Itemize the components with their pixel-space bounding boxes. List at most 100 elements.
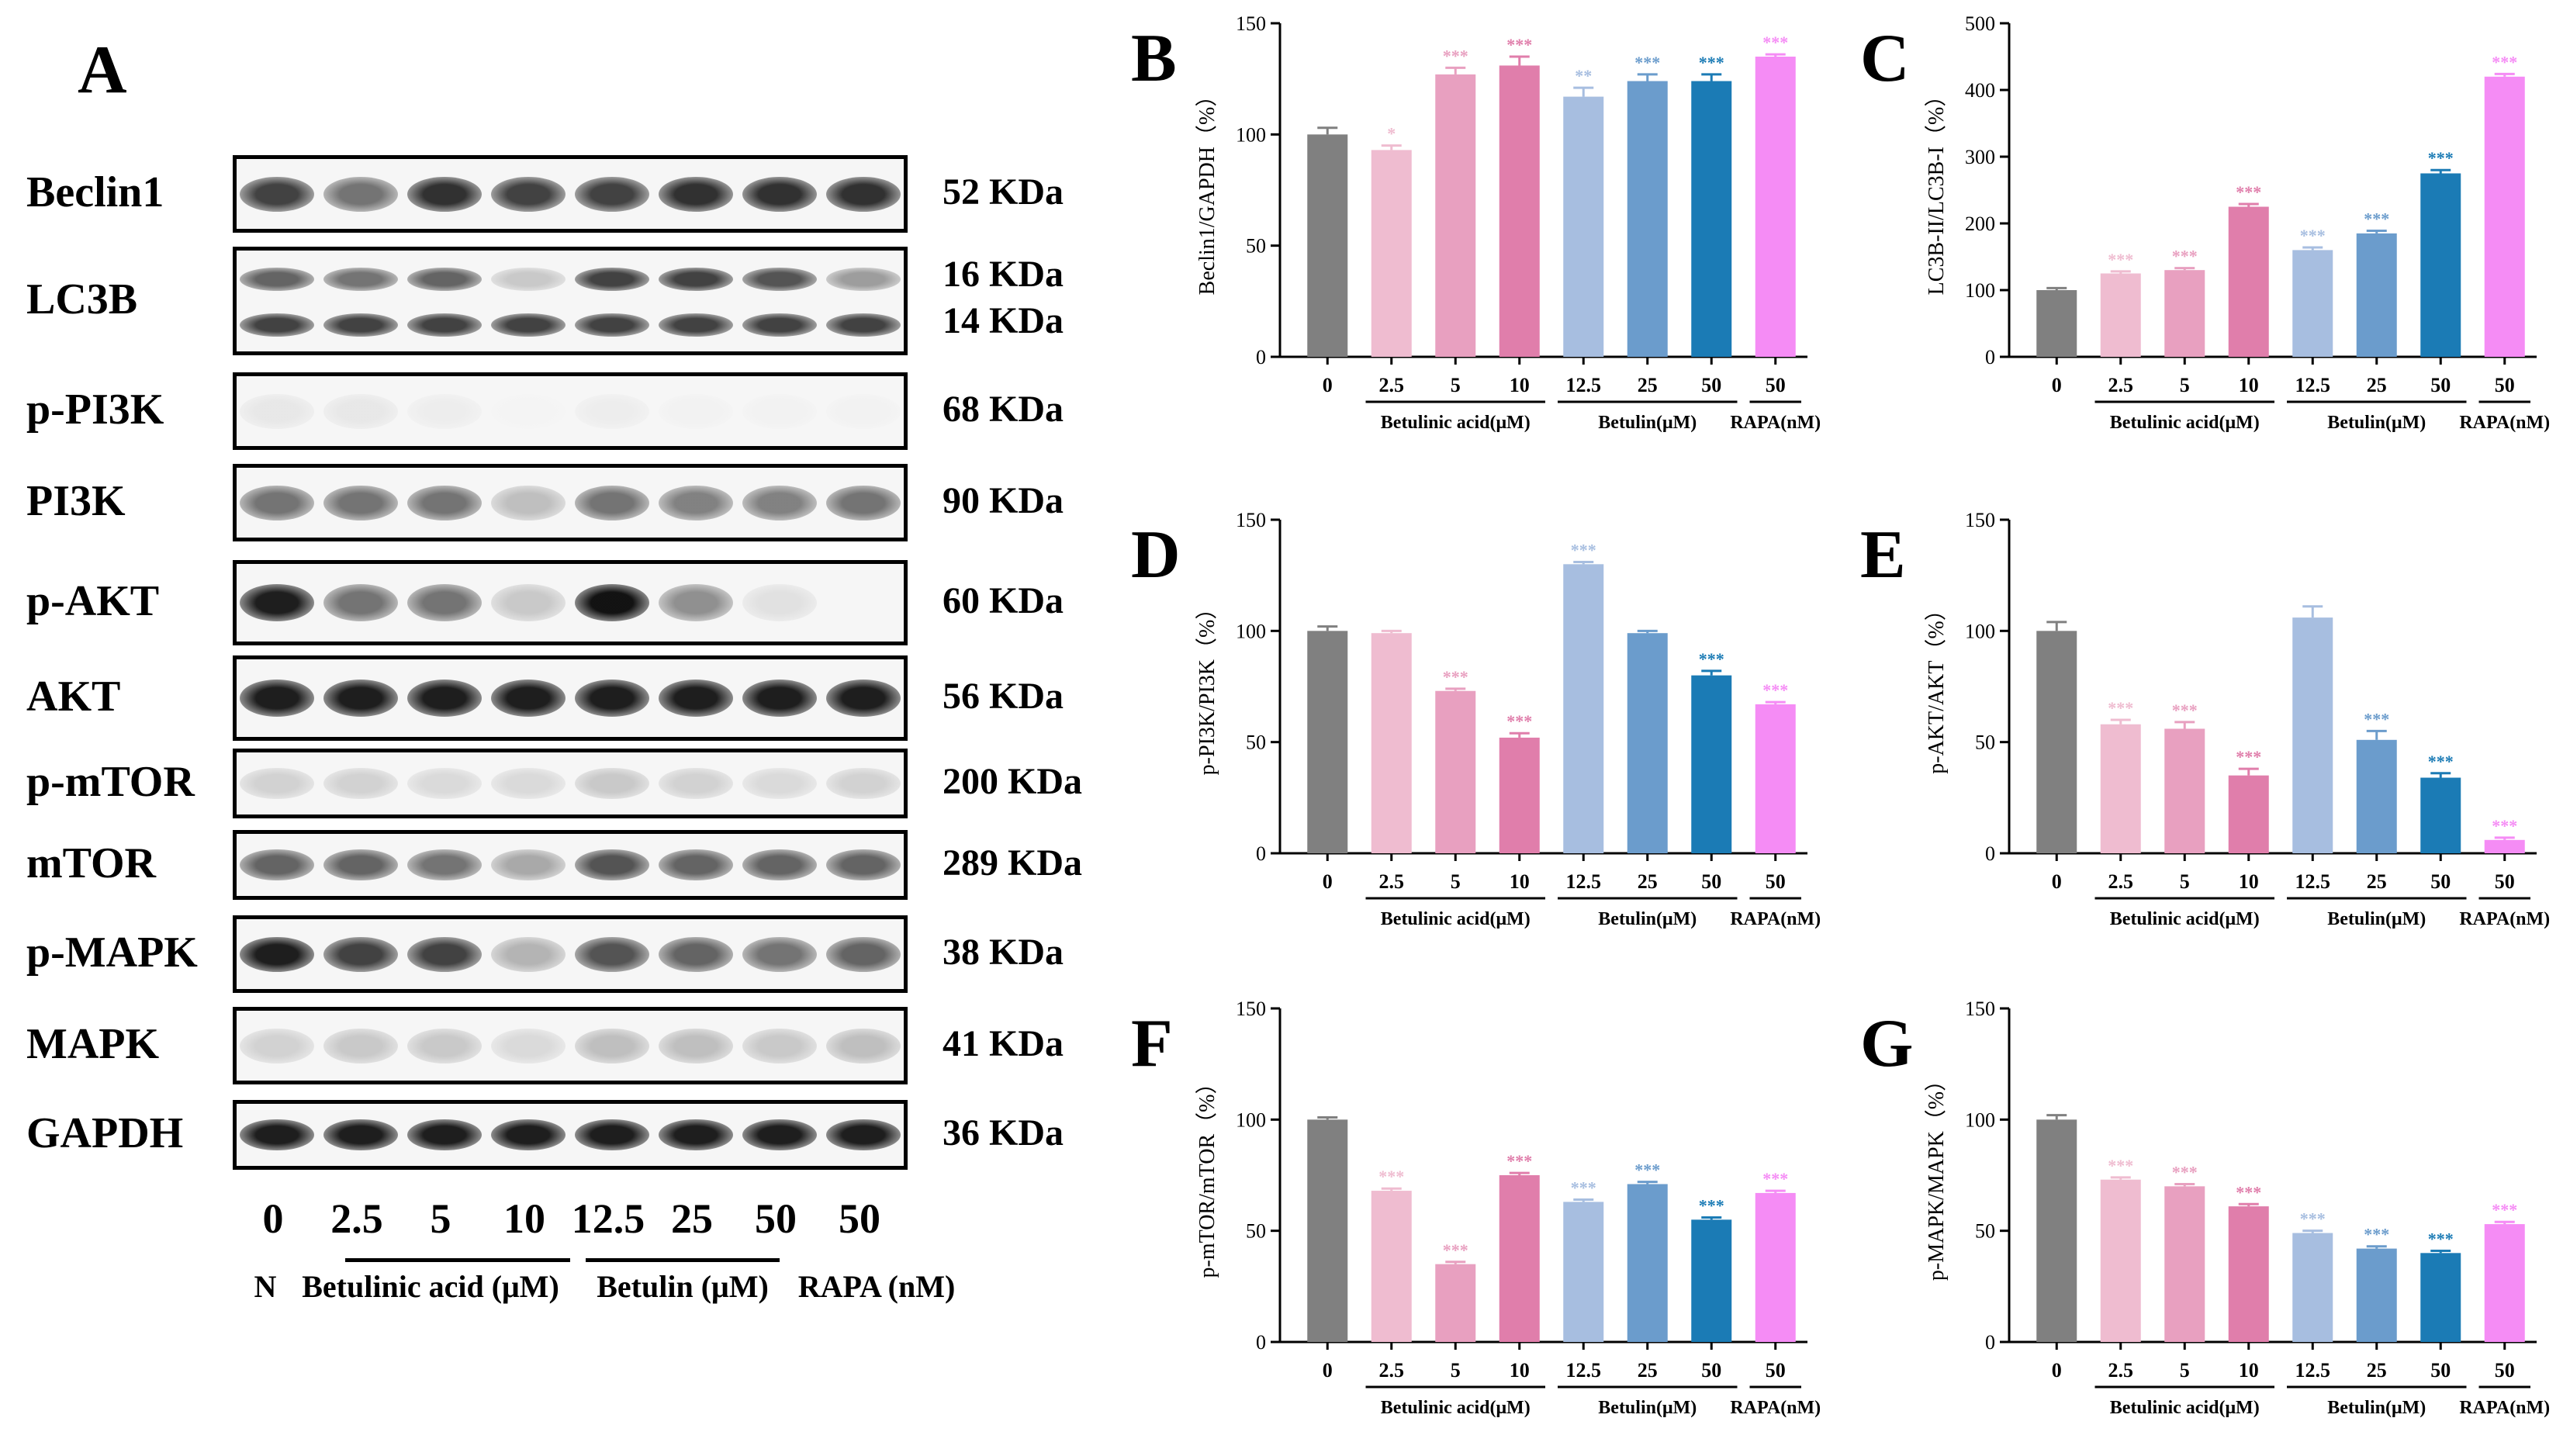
kda-label: 60 KDa xyxy=(943,580,1064,621)
blot-band xyxy=(742,1119,817,1151)
bar xyxy=(1627,1184,1668,1342)
significance-mark: *** xyxy=(1699,1195,1724,1215)
y-axis-label: p-AKT/AKT（%） xyxy=(1924,599,1949,774)
lane-label: 50 xyxy=(755,1195,797,1242)
x-tick-label: 2.5 xyxy=(1379,374,1405,396)
significance-mark: *** xyxy=(2364,1225,2389,1244)
blot-band xyxy=(742,176,817,212)
x-tick-label: 50 xyxy=(2495,1359,2515,1382)
x-tick-label: 12.5 xyxy=(1566,1359,1602,1382)
blot-band xyxy=(491,680,566,717)
blot-band xyxy=(742,1028,817,1063)
significance-mark: *** xyxy=(1571,1178,1596,1198)
x-tick-label: 10 xyxy=(2239,374,2259,396)
blot-band xyxy=(659,1028,733,1063)
blot-band xyxy=(323,849,398,881)
lane-label: 10 xyxy=(503,1195,545,1242)
significance-mark: *** xyxy=(1762,33,1788,52)
y-tick-label: 300 xyxy=(1965,146,1995,168)
significance-mark: *** xyxy=(2236,747,2261,766)
bar xyxy=(1307,1119,1348,1342)
bar xyxy=(1499,65,1540,357)
bar xyxy=(2228,1206,2269,1342)
bar-chart-svg: 0 100 200 300 400 500 LC3B-II/LC3B-I（%） 0 *** 2.5… xyxy=(1924,12,2550,433)
significance-mark: *** xyxy=(1762,680,1788,700)
x-tick-label: 10 xyxy=(1510,870,1530,893)
significance-mark: *** xyxy=(1506,711,1532,731)
y-axis-label: LC3B-II/LC3B-I（%） xyxy=(1924,85,1949,296)
y-tick-label: 0 xyxy=(1256,842,1266,865)
lane-label: 12.5 xyxy=(571,1195,645,1242)
blot-band xyxy=(575,393,649,429)
x-tick-label: 50 xyxy=(1701,870,1721,893)
bar xyxy=(2420,173,2461,357)
y-tick-label: 100 xyxy=(1236,620,1266,642)
bar xyxy=(2100,273,2141,357)
kda-label: 52 KDa xyxy=(943,171,1064,213)
bar-chart-svg: 0 50 100 150 p-PI3K/PI3K（%） 0 2.5 *** 5 *** 10 *** 1… xyxy=(1195,509,1821,929)
blot-band xyxy=(575,936,649,972)
blot-band xyxy=(742,393,817,429)
bar xyxy=(1563,1202,1604,1342)
group-label: RAPA(nM) xyxy=(1730,909,1821,929)
group-label: Betulinic acid(μM) xyxy=(2110,909,2260,929)
x-tick-label: 50 xyxy=(2430,374,2451,396)
significance-mark: *** xyxy=(2236,1182,2261,1202)
protein-label: LC3B xyxy=(26,275,138,323)
panel-letter: G xyxy=(1860,1006,1914,1081)
group-label: Betulinic acid(μM) xyxy=(2110,1398,2260,1418)
bar-chart-svg: 0 50 100 150 p-mTOR/mTOR（%） 0 *** 2.5 *** 5 *** 10 *… xyxy=(1195,998,1821,1418)
blot-band xyxy=(240,767,314,800)
blot-band xyxy=(323,313,398,337)
blot-band xyxy=(407,176,482,212)
blot-band xyxy=(659,584,733,621)
x-tick-label: 2.5 xyxy=(1379,870,1405,893)
blot-band xyxy=(240,1119,314,1151)
significance-mark: *** xyxy=(1443,46,1468,65)
blot-band xyxy=(575,849,649,881)
kda-label: 289 KDa xyxy=(943,842,1082,884)
y-tick-label: 50 xyxy=(1975,1220,1995,1243)
protein-label: p-PI3K xyxy=(26,386,164,434)
x-tick-label: 0 xyxy=(2052,1359,2062,1382)
blot-band xyxy=(407,1028,482,1063)
group-label: Betulin(μM) xyxy=(2327,413,2426,433)
blot-band xyxy=(742,936,817,972)
x-tick-label: 5 xyxy=(1451,374,1461,396)
kda-label: 90 KDa xyxy=(943,480,1064,521)
blot-band xyxy=(575,767,649,800)
blot-band xyxy=(407,680,482,717)
blot-band xyxy=(491,767,566,800)
blot-band xyxy=(240,680,314,717)
significance-mark: *** xyxy=(2172,247,2198,266)
western-blot-panel: A Beclin1 52 KDa LC3B 16 KDa 14 KDa p-PI3K 68 … xyxy=(0,0,1148,1456)
panel-letter: B xyxy=(1131,21,1177,96)
group-label: RAPA(nM) xyxy=(2459,1398,2550,1418)
bar xyxy=(2164,270,2205,357)
x-tick-label: 12.5 xyxy=(1566,870,1602,893)
x-tick-label: 5 xyxy=(2180,870,2190,893)
panel-letter: F xyxy=(1131,1006,1173,1081)
significance-mark: *** xyxy=(2172,700,2198,720)
bar xyxy=(2100,1179,2141,1342)
x-tick-label: 25 xyxy=(1638,374,1658,396)
blot-band xyxy=(323,393,398,429)
blot-band xyxy=(323,767,398,800)
blot-image xyxy=(233,1007,908,1084)
blot-image xyxy=(233,749,908,818)
bar xyxy=(2036,631,2077,853)
x-tick-label: 25 xyxy=(2367,870,2387,893)
blot-band xyxy=(659,268,733,291)
x-tick-label: 50 xyxy=(1766,870,1786,893)
x-tick-label: 2.5 xyxy=(2108,1359,2134,1382)
x-tick-label: 5 xyxy=(1451,1359,1461,1382)
y-axis-label: p-PI3K/PI3K（%） xyxy=(1195,598,1219,776)
bar xyxy=(2100,724,2141,853)
blot-band xyxy=(407,849,482,881)
blot-band xyxy=(491,936,566,972)
bar xyxy=(2292,250,2333,357)
bar xyxy=(2164,728,2205,853)
protein-label: mTOR xyxy=(26,839,156,887)
kda-label: 41 KDa xyxy=(943,1023,1064,1064)
blot-band xyxy=(323,1119,398,1151)
